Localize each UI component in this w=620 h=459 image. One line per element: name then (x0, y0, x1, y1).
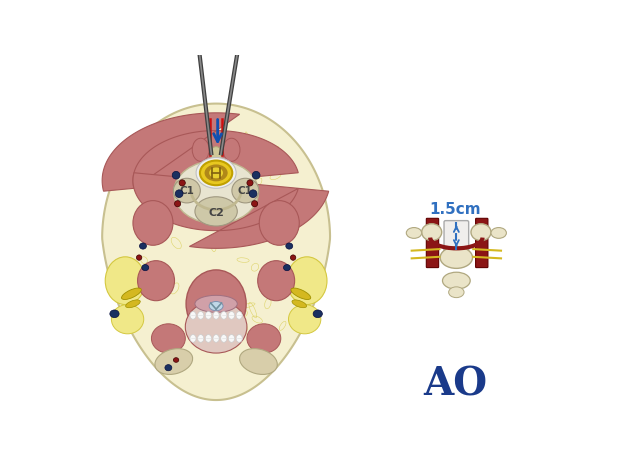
Ellipse shape (210, 147, 222, 161)
Ellipse shape (228, 312, 234, 319)
Ellipse shape (236, 335, 242, 342)
FancyBboxPatch shape (444, 221, 469, 252)
Ellipse shape (471, 224, 491, 241)
Ellipse shape (122, 288, 141, 300)
Ellipse shape (195, 197, 237, 226)
Ellipse shape (196, 157, 236, 188)
Ellipse shape (236, 312, 242, 319)
Ellipse shape (247, 180, 253, 186)
FancyBboxPatch shape (476, 218, 488, 268)
Text: C1: C1 (238, 185, 253, 196)
Ellipse shape (198, 312, 204, 319)
Ellipse shape (186, 270, 246, 338)
Ellipse shape (292, 300, 306, 308)
Ellipse shape (136, 255, 142, 260)
Ellipse shape (126, 300, 140, 308)
Ellipse shape (192, 138, 209, 162)
Ellipse shape (283, 264, 290, 271)
Ellipse shape (232, 178, 259, 203)
Text: C2: C2 (208, 208, 224, 218)
Ellipse shape (422, 224, 441, 241)
FancyBboxPatch shape (427, 218, 438, 268)
Text: C1: C1 (179, 185, 194, 196)
Ellipse shape (443, 272, 470, 289)
Ellipse shape (213, 312, 219, 319)
Ellipse shape (291, 288, 311, 300)
Ellipse shape (205, 164, 228, 181)
Ellipse shape (286, 243, 293, 249)
Ellipse shape (252, 201, 258, 207)
Ellipse shape (174, 358, 179, 362)
Ellipse shape (228, 335, 234, 342)
Ellipse shape (105, 257, 145, 305)
Ellipse shape (205, 335, 211, 342)
Ellipse shape (174, 161, 259, 224)
Text: 1.5cm: 1.5cm (429, 202, 480, 218)
Ellipse shape (195, 295, 237, 312)
Ellipse shape (287, 257, 327, 305)
Ellipse shape (209, 168, 223, 178)
Ellipse shape (155, 349, 193, 375)
Polygon shape (102, 113, 298, 191)
Ellipse shape (449, 287, 464, 297)
Polygon shape (133, 173, 329, 248)
Ellipse shape (190, 335, 196, 342)
Ellipse shape (247, 324, 281, 353)
Ellipse shape (313, 310, 322, 318)
Ellipse shape (239, 349, 277, 375)
Ellipse shape (112, 305, 144, 334)
Ellipse shape (249, 190, 257, 197)
Ellipse shape (138, 261, 175, 301)
Ellipse shape (213, 335, 219, 342)
Ellipse shape (175, 201, 180, 207)
Ellipse shape (440, 247, 472, 269)
Ellipse shape (205, 312, 211, 319)
Ellipse shape (172, 171, 180, 179)
Ellipse shape (288, 305, 321, 334)
Ellipse shape (221, 335, 227, 342)
Ellipse shape (140, 243, 146, 249)
Polygon shape (102, 104, 330, 400)
Ellipse shape (223, 138, 240, 162)
Ellipse shape (175, 190, 183, 197)
Ellipse shape (200, 161, 232, 185)
Ellipse shape (179, 180, 185, 186)
Text: AO: AO (423, 366, 487, 403)
Ellipse shape (259, 201, 299, 245)
Ellipse shape (165, 364, 172, 371)
Ellipse shape (110, 310, 119, 318)
Ellipse shape (174, 178, 200, 203)
Ellipse shape (252, 171, 260, 179)
Ellipse shape (290, 255, 296, 260)
Ellipse shape (406, 228, 422, 238)
Ellipse shape (198, 335, 204, 342)
Ellipse shape (491, 228, 507, 238)
Ellipse shape (151, 324, 185, 353)
Ellipse shape (258, 261, 294, 301)
Ellipse shape (142, 264, 149, 271)
Ellipse shape (221, 312, 227, 319)
Ellipse shape (133, 201, 173, 245)
Ellipse shape (209, 302, 223, 311)
Ellipse shape (190, 312, 196, 319)
Ellipse shape (185, 301, 247, 353)
